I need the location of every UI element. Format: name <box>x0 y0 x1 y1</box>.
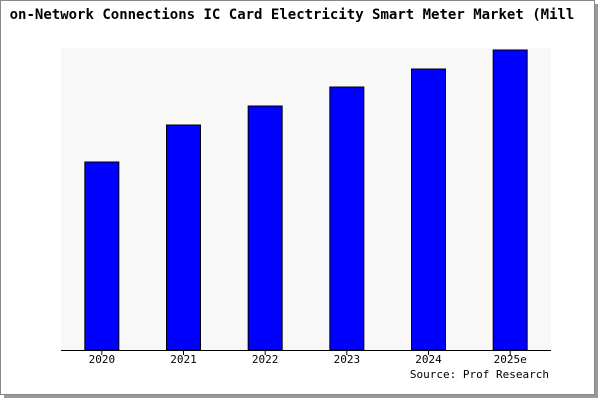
x-tick-label: 2023 <box>334 353 361 366</box>
x-tick-label: 2025e <box>494 353 527 366</box>
bar <box>247 105 283 351</box>
bar <box>329 86 365 351</box>
bar <box>492 49 528 351</box>
x-tick-label: 2024 <box>415 353 442 366</box>
bar <box>166 124 201 351</box>
x-tick-label: 2021 <box>170 353 197 366</box>
bar <box>84 161 120 351</box>
chart-title: on-Network Connections IC Card Electrici… <box>10 7 575 23</box>
x-tick-label: 2022 <box>252 353 279 366</box>
bar <box>411 68 446 351</box>
source: Source: Prof Research <box>410 368 549 381</box>
plot-area <box>61 48 551 350</box>
x-tick-label: 2020 <box>89 353 116 366</box>
